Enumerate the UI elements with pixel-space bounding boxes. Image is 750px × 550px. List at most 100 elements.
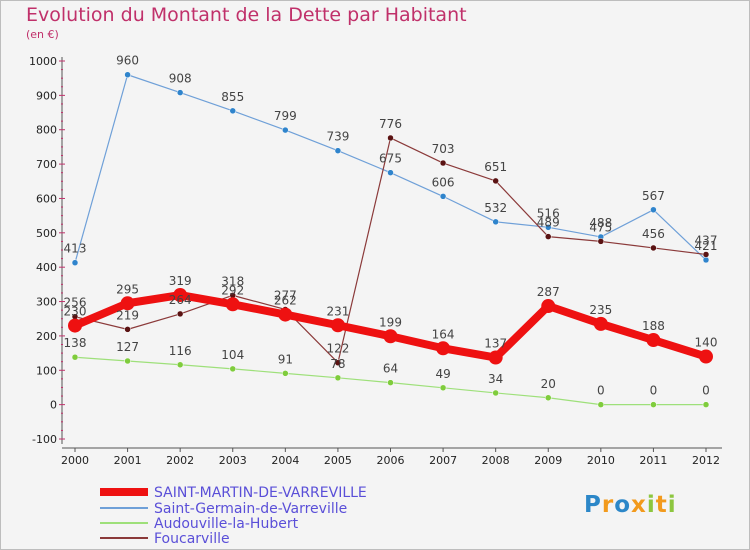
data-label: 78 [330, 357, 345, 371]
data-label: 0 [702, 384, 710, 398]
logo-letter: i [646, 492, 656, 518]
data-point [387, 169, 394, 176]
data-point [492, 389, 499, 397]
data-point [71, 259, 79, 266]
data-label: 256 [64, 296, 87, 310]
data-label: 739 [326, 130, 349, 144]
data-label: 262 [274, 294, 297, 308]
y-tick-label: 300 [36, 296, 57, 309]
data-label: 799 [274, 109, 297, 123]
data-point [334, 359, 342, 366]
logo-letter: r [601, 492, 615, 518]
data-label: 104 [221, 348, 244, 362]
y-tick-label: 900 [36, 89, 57, 102]
y-tick-label: 400 [36, 261, 57, 274]
data-point [545, 233, 552, 240]
x-tick-label: 2011 [639, 454, 667, 467]
data-point [330, 318, 345, 333]
x-tick-label: 2010 [587, 454, 615, 467]
logo-letter: x [631, 492, 647, 518]
data-point [545, 394, 552, 402]
data-point [229, 107, 236, 115]
x-tick-label: 2006 [377, 454, 405, 467]
data-point [593, 316, 608, 331]
legend: SAINT-MARTIN-DE-VARREVILLESaint-Germain-… [100, 485, 367, 547]
data-label: 292 [221, 283, 244, 297]
data-point [176, 310, 184, 318]
data-label: 318 [221, 274, 244, 288]
x-tick-label: 2007 [429, 454, 457, 467]
data-label: 489 [537, 216, 560, 230]
data-point [488, 350, 503, 365]
data-label: 516 [537, 206, 560, 220]
data-point [383, 329, 398, 344]
data-point [702, 251, 710, 258]
data-point [124, 71, 131, 78]
data-point [492, 177, 499, 185]
data-label: 776 [379, 117, 402, 131]
data-point [436, 341, 451, 356]
data-label: 675 [379, 152, 402, 166]
data-point [439, 384, 447, 392]
logo-letter: o [614, 492, 632, 518]
data-label: 219 [116, 308, 139, 322]
data-label: 287 [537, 285, 560, 299]
data-label: 231 [326, 304, 349, 318]
data-label: 230 [64, 305, 87, 319]
data-point [282, 370, 289, 377]
data-point [176, 89, 184, 96]
x-tick-label: 2004 [271, 454, 299, 467]
data-point [646, 333, 661, 348]
data-point [439, 159, 447, 167]
y-tick-label: 800 [36, 124, 57, 137]
y-tick-label: 100 [36, 364, 57, 377]
data-label: 421 [695, 239, 718, 253]
data-point [439, 193, 447, 200]
y-tick-label: 200 [36, 330, 57, 343]
legend-label: Audouville-la-Hubert [154, 516, 299, 532]
data-label: 188 [642, 319, 665, 333]
data-label: 127 [116, 340, 139, 354]
data-label: 606 [432, 175, 455, 189]
data-point [650, 401, 657, 408]
data-point [225, 297, 240, 312]
x-tick-label: 2000 [61, 454, 89, 467]
series-line-1 [74, 74, 707, 264]
logo-letter: i [667, 492, 677, 518]
data-label: 319 [169, 274, 192, 288]
data-label: 0 [650, 384, 658, 398]
y-tick-label: 600 [36, 192, 57, 205]
data-label: 475 [589, 220, 612, 234]
data-point [334, 374, 342, 382]
data-point [597, 238, 605, 245]
y-tick-label: -100 [32, 433, 57, 446]
data-label: 703 [432, 142, 455, 156]
data-point [387, 379, 394, 386]
data-point [545, 224, 552, 231]
data-label: 908 [169, 72, 192, 86]
data-label: 138 [64, 336, 87, 350]
data-label: 64 [383, 362, 398, 376]
chart-title: Evolution du Montant de la Dette par Hab… [26, 4, 467, 26]
data-point [702, 401, 710, 408]
data-point [699, 349, 713, 364]
data-label: 413 [64, 242, 87, 256]
data-point [282, 126, 289, 134]
axes: -100010020030040050060070080090010002000… [29, 55, 722, 467]
legend-label: Saint-Germain-de-Varreville [154, 501, 347, 517]
data-label: 137 [484, 337, 507, 351]
data-point [492, 218, 499, 226]
data-point [176, 361, 184, 369]
logo-letter: P [584, 492, 602, 518]
data-label: 488 [589, 216, 612, 230]
data-label: 199 [379, 315, 402, 329]
data-point [71, 353, 79, 361]
legend-label: SAINT-MARTIN-DE-VARREVILLE [154, 485, 367, 501]
data-point [650, 206, 657, 214]
data-label: 567 [642, 189, 665, 203]
data-label: 277 [274, 288, 297, 302]
data-point [702, 256, 710, 264]
y-tick-label: 700 [36, 158, 57, 171]
logo-letter: t [655, 492, 668, 518]
